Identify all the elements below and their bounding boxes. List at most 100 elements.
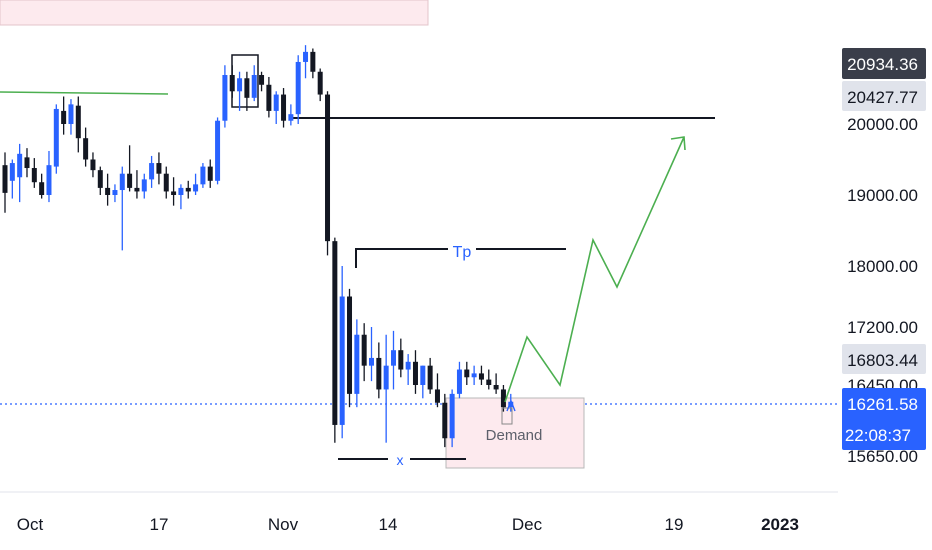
candle xyxy=(83,127,89,167)
candle-body xyxy=(412,361,418,385)
candle xyxy=(500,385,506,412)
price-badge-value: 16803.44 xyxy=(847,351,918,370)
candle xyxy=(75,96,81,153)
candle xyxy=(185,180,191,199)
candle xyxy=(317,68,323,102)
candle-body xyxy=(207,166,213,181)
candle xyxy=(68,99,74,135)
candle xyxy=(251,65,257,102)
candle-body xyxy=(68,104,74,124)
candle-body xyxy=(420,365,426,385)
x-tick-label: Dec xyxy=(512,515,543,534)
candle-body xyxy=(354,334,360,394)
candle xyxy=(31,158,37,188)
candle-body xyxy=(390,350,396,366)
candle xyxy=(303,45,309,79)
x-tick-label: Oct xyxy=(17,515,44,534)
candle xyxy=(119,166,125,251)
candle-body xyxy=(273,94,279,111)
candle-body xyxy=(405,361,411,370)
candle xyxy=(200,163,206,188)
candle xyxy=(266,76,272,118)
candle-body xyxy=(456,369,462,394)
candle xyxy=(449,389,455,448)
candle xyxy=(442,393,448,448)
tp-label-bg xyxy=(448,239,476,261)
price-badge-value: 20427.77 xyxy=(847,88,918,107)
candle xyxy=(347,288,353,408)
candle xyxy=(229,65,235,98)
candle xyxy=(420,365,426,399)
candle-body xyxy=(127,173,133,188)
candle xyxy=(61,96,67,135)
candle-body xyxy=(478,373,484,380)
candle-body xyxy=(193,184,199,192)
candle xyxy=(332,237,338,443)
candle-body xyxy=(347,296,353,394)
x-tick-label: 14 xyxy=(379,515,398,534)
candle xyxy=(259,71,265,92)
price-badge-bg xyxy=(842,81,926,111)
candle xyxy=(288,104,294,126)
candle xyxy=(171,177,177,206)
candle xyxy=(222,65,228,128)
candle xyxy=(478,365,484,385)
price-badges: 20934.36 20427.77 16803.44 16261.58 22:08:37 xyxy=(842,48,926,450)
candle xyxy=(310,48,316,79)
candle-body xyxy=(105,187,111,195)
price-badge-bg xyxy=(842,388,926,450)
x-marker-label: x xyxy=(397,452,404,468)
candle-body xyxy=(112,190,118,195)
candle-body xyxy=(149,163,155,180)
candle-body xyxy=(24,157,30,169)
candle xyxy=(17,143,23,203)
candle-body xyxy=(486,379,492,385)
candle xyxy=(97,166,103,195)
y-tick-label: 17200.00 xyxy=(847,318,918,337)
candle-body xyxy=(383,365,389,390)
price-badge-value: 20934.36 xyxy=(847,55,918,74)
candle xyxy=(53,104,59,174)
candle-body xyxy=(178,187,184,195)
candle-body xyxy=(46,165,52,195)
candle-body xyxy=(9,163,15,181)
price-badge: 20427.77 xyxy=(842,81,926,111)
candle xyxy=(427,357,433,394)
candle-body xyxy=(171,191,177,195)
candle xyxy=(471,365,477,385)
candle-body xyxy=(39,182,45,195)
candle xyxy=(207,159,213,188)
candle-body xyxy=(339,296,345,425)
candle-body xyxy=(251,75,257,98)
tp-label: Tp xyxy=(453,244,472,261)
candle xyxy=(134,170,140,199)
candle xyxy=(369,327,374,382)
candle-body xyxy=(508,401,514,408)
price-badge-bg xyxy=(842,344,926,374)
candle-body xyxy=(317,71,323,95)
candle xyxy=(464,361,470,385)
price-badge-bg xyxy=(842,48,926,79)
candle xyxy=(2,152,8,213)
candle-body xyxy=(325,94,331,242)
candle-body xyxy=(449,393,455,439)
candle-body xyxy=(200,166,206,185)
candle-body xyxy=(303,51,309,62)
candle xyxy=(376,342,382,399)
candle xyxy=(398,338,404,378)
candle-body xyxy=(442,402,448,439)
candle xyxy=(46,150,52,203)
candle-body xyxy=(471,373,477,378)
candle xyxy=(141,173,147,199)
candle-body xyxy=(266,84,272,111)
candle xyxy=(9,159,15,199)
candle xyxy=(273,91,279,124)
candle-body xyxy=(90,159,96,171)
candle-body xyxy=(141,179,147,192)
candle-body xyxy=(281,94,287,121)
candle-body xyxy=(156,163,162,174)
candle xyxy=(281,88,287,128)
candle xyxy=(405,354,411,385)
candle-body xyxy=(500,389,506,408)
